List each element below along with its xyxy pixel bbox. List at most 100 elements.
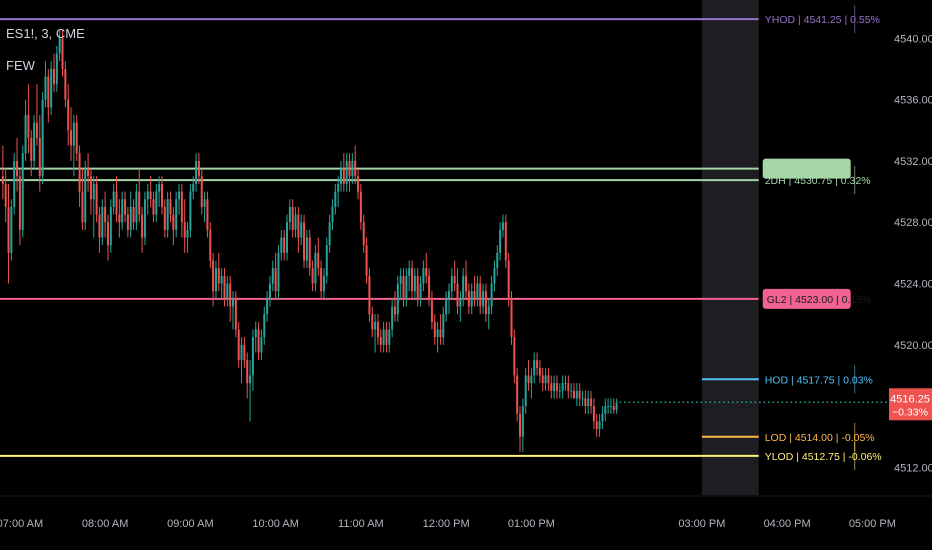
candle	[124, 191, 127, 223]
candle-body	[496, 252, 499, 269]
price-axis[interactable]: 4512.004516.004520.004524.004528.004532.…	[894, 33, 932, 474]
candle	[274, 252, 277, 299]
candle	[58, 30, 61, 62]
candle	[501, 214, 504, 238]
candle	[462, 268, 465, 307]
candle-body	[337, 183, 340, 192]
candle-body	[50, 68, 53, 108]
candle-body	[320, 268, 323, 292]
price-tick-label: 4512.00	[894, 462, 932, 474]
candle-body	[541, 375, 544, 384]
candle-body	[27, 114, 30, 138]
symbol-title[interactable]: ES1!, 3, CME	[6, 26, 85, 41]
candle-body	[601, 413, 604, 422]
candle	[237, 321, 240, 368]
time-tick-label: 10:00 AM	[252, 518, 298, 530]
candle	[35, 84, 38, 146]
level-label: YHOD | 4541.25 | 0.55%	[765, 14, 880, 26]
candle-body	[180, 191, 183, 223]
candle-body	[84, 168, 87, 223]
candle-body	[288, 206, 291, 223]
candle-body	[141, 214, 144, 238]
candle	[50, 61, 53, 115]
candle-body	[271, 268, 274, 284]
candle-body	[155, 191, 158, 215]
candle	[78, 145, 81, 207]
candle	[445, 291, 448, 322]
candle	[604, 398, 607, 422]
candle	[470, 283, 473, 315]
candle-body	[342, 168, 345, 184]
time-tick-label: 09:00 AM	[167, 518, 213, 530]
candle-body	[212, 260, 215, 292]
candle	[121, 191, 124, 230]
candle-body	[322, 275, 325, 292]
candle	[4, 168, 7, 223]
candle-body	[419, 283, 422, 299]
candle-body	[129, 206, 132, 230]
candle	[348, 153, 351, 192]
candle-body	[10, 206, 13, 253]
candle-body	[371, 314, 374, 330]
candle-body	[220, 275, 223, 284]
candle	[354, 145, 357, 184]
candle-body	[38, 137, 41, 177]
candle-body	[527, 375, 530, 384]
candle	[89, 168, 92, 215]
candle	[567, 375, 570, 399]
candle	[149, 176, 152, 207]
candle-body	[399, 275, 402, 284]
candle	[175, 191, 178, 238]
last-price-value: 4516.25	[890, 393, 930, 405]
candle-body	[530, 375, 533, 384]
last-price-change: −0.33%	[892, 406, 928, 418]
candle	[169, 191, 172, 223]
candle-body	[21, 153, 24, 230]
candle	[18, 168, 21, 246]
candle-body	[163, 206, 166, 230]
candle	[47, 68, 50, 123]
candle	[609, 398, 612, 414]
candle	[44, 61, 47, 108]
level-badge-label: GL2 | 4523.00 | 0.15%	[767, 294, 872, 306]
candle	[575, 383, 578, 407]
time-axis[interactable]: 07:00 AM 08:00 AM 09:00 AM 10:00 AM 11:00 AM…	[0, 495, 932, 530]
candle	[408, 260, 411, 292]
candle	[132, 199, 135, 230]
candle	[339, 160, 342, 192]
indicator-label[interactable]: FEW	[6, 58, 35, 73]
candle-body	[254, 329, 257, 338]
candle	[129, 191, 132, 238]
candle	[311, 260, 314, 292]
price-tick-label: 4540.00	[894, 33, 932, 45]
candle-body	[467, 291, 470, 307]
candle	[232, 291, 235, 330]
session-shade	[701, 0, 759, 495]
candle-body	[52, 68, 55, 85]
candle	[101, 199, 104, 246]
candle	[13, 153, 16, 215]
candle-body	[64, 68, 67, 100]
candle-body	[422, 268, 425, 284]
candle-body	[405, 275, 408, 299]
candle	[67, 84, 70, 146]
candle	[209, 222, 212, 269]
candle	[178, 183, 181, 215]
candle-body	[1, 176, 4, 184]
candle-body	[243, 344, 246, 361]
candle	[541, 367, 544, 391]
candle-body	[237, 329, 240, 361]
candle-body	[439, 329, 442, 338]
candle-body	[138, 191, 141, 215]
candle	[396, 275, 399, 322]
candle-body	[33, 122, 36, 161]
candle	[510, 291, 513, 345]
candle-body	[7, 206, 10, 253]
candle	[243, 337, 246, 368]
candle-body	[581, 398, 584, 400]
candle	[95, 176, 98, 223]
candle	[234, 291, 237, 338]
candle-body	[280, 237, 283, 253]
candle	[305, 229, 308, 269]
